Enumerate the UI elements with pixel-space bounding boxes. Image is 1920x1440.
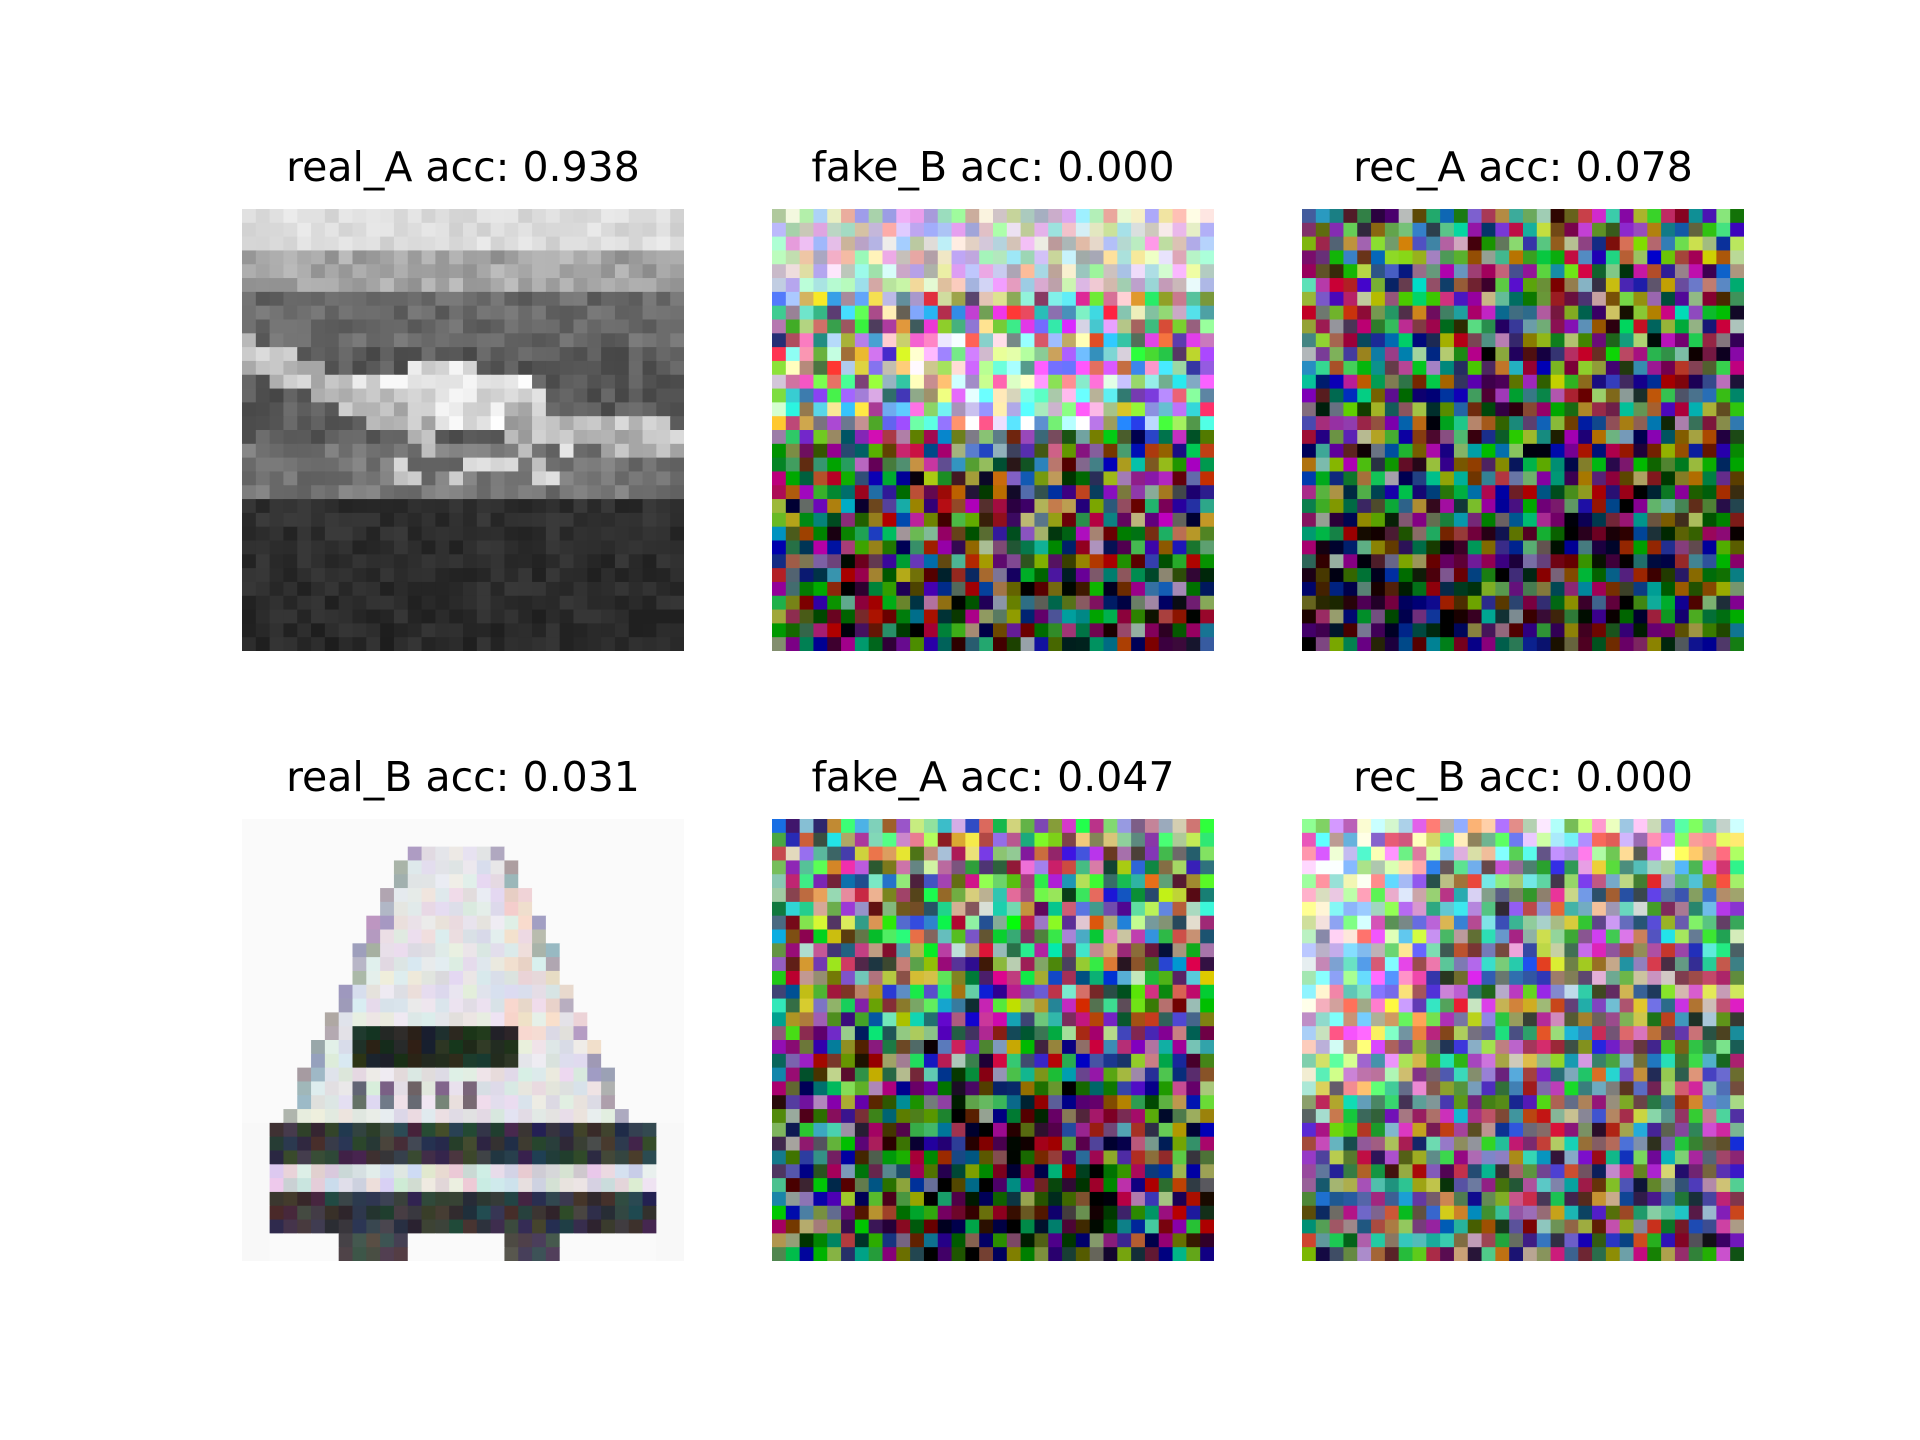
panel-title: real_B acc: 0.031 [286,753,640,801]
panel-title: fake_B acc: 0.000 [811,143,1175,191]
real-a-image [242,209,684,651]
panel-title: real_A acc: 0.938 [286,143,640,191]
fake-a-image [772,819,1214,1261]
rec-b-image [1302,819,1744,1261]
panel-title: rec_A acc: 0.078 [1353,143,1693,191]
real-b-image [242,819,684,1261]
panel-title: rec_B acc: 0.000 [1353,753,1693,801]
fake-b-image [772,209,1214,651]
rec-a-image [1302,209,1744,651]
panel-title: fake_A acc: 0.047 [811,753,1175,801]
